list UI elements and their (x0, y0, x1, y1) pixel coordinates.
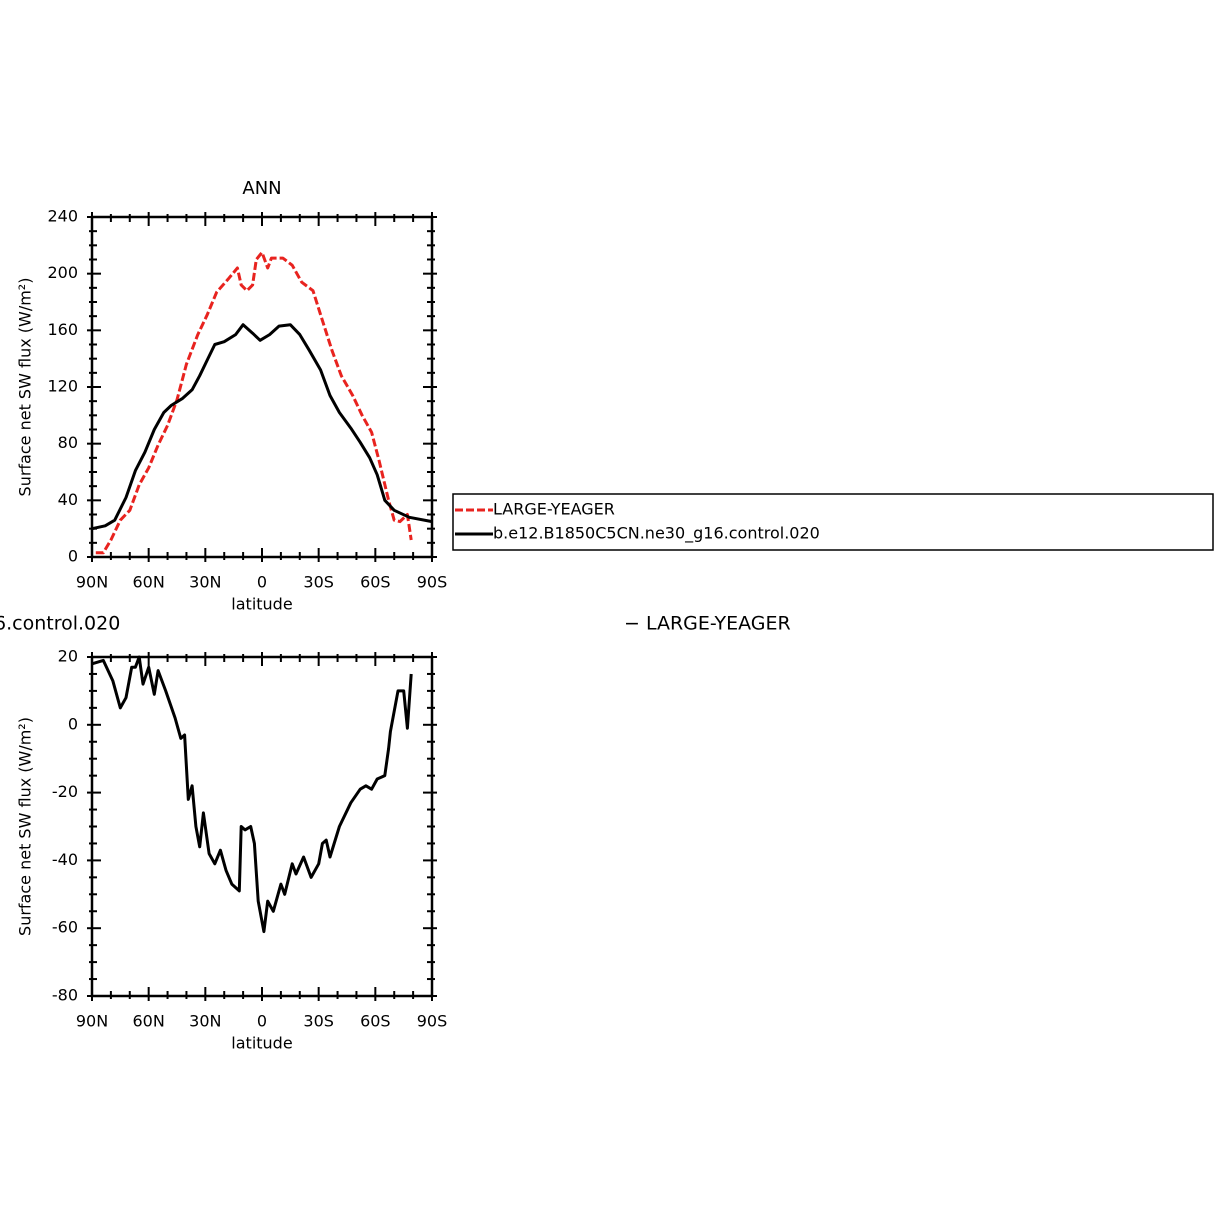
x-axis-label: latitude (231, 595, 292, 614)
y-axis-label: Surface net SW flux (W/m²) (16, 278, 35, 497)
chart-title: ANN (242, 178, 281, 199)
x-axis-label: latitude (231, 1034, 292, 1053)
y-tick-label: 120 (47, 377, 78, 396)
legend-label: LARGE-YEAGER (493, 500, 615, 519)
y-axis-label: Surface net SW flux (W/m²) (16, 717, 35, 936)
x-tick-label: 90N (76, 1012, 108, 1031)
y-tick-label: 0 (68, 714, 78, 733)
x-tick-label: 90N (76, 573, 108, 592)
x-tick-label: 60S (360, 573, 391, 592)
y-tick-label: -20 (52, 782, 78, 801)
x-tick-label: 0 (257, 1012, 267, 1031)
x-tick-label: 30N (189, 573, 221, 592)
series-line (91, 323, 433, 531)
series-line (91, 655, 413, 934)
annotation: 6.control.020 (0, 613, 120, 635)
legend-box (452, 493, 1214, 551)
series-line (95, 250, 413, 555)
legend-label: b.e12.B1850C5CN.ne30_g16.control.020 (493, 524, 820, 544)
x-tick-label: 0 (257, 573, 267, 592)
y-tick-label: -60 (52, 918, 78, 937)
y-tick-label: 240 (47, 207, 78, 226)
plot-frame (90, 215, 434, 559)
x-tick-label: 90S (417, 573, 448, 592)
annotation: − LARGE-YEAGER (624, 613, 791, 635)
y-tick-label: 80 (58, 433, 78, 452)
x-tick-label: 30S (303, 1012, 334, 1031)
x-tick-label: 60N (133, 573, 165, 592)
y-tick-label: 200 (47, 263, 78, 282)
y-tick-label: 0 (68, 547, 78, 566)
y-tick-label: 160 (47, 320, 78, 339)
x-tick-label: 60S (360, 1012, 391, 1031)
x-tick-label: 60N (133, 1012, 165, 1031)
y-tick-label: -80 (52, 986, 78, 1005)
y-tick-label: -40 (52, 850, 78, 869)
plot-frame (90, 655, 434, 998)
y-tick-label: 40 (58, 490, 78, 509)
x-tick-label: 30N (189, 1012, 221, 1031)
y-tick-label: 20 (58, 647, 78, 666)
x-tick-label: 90S (417, 1012, 448, 1031)
x-tick-label: 30S (303, 573, 334, 592)
